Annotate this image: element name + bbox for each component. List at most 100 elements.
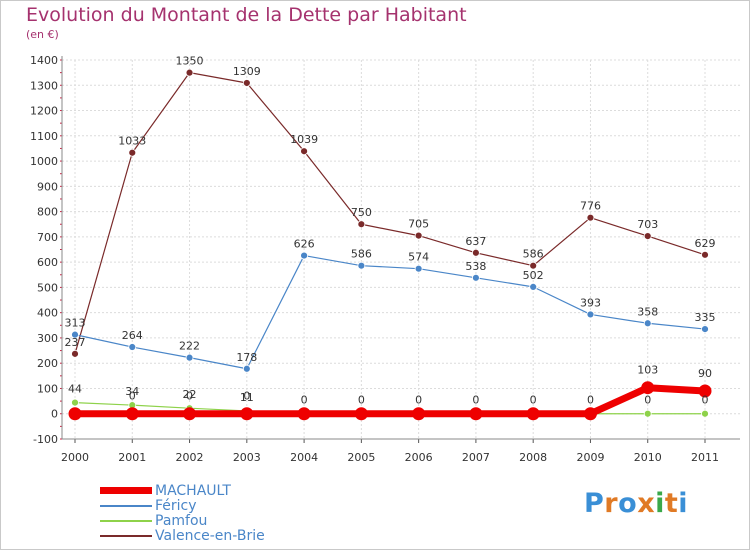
legend-swatch-valence-en-brie (100, 535, 152, 537)
data-label-valence-en-brie: 1350 (176, 55, 204, 68)
logo-letter: i (655, 488, 665, 519)
data-label-machault: 103 (637, 364, 658, 377)
data-label-valence-en-brie: 776 (580, 200, 601, 213)
data-point-machault (698, 384, 712, 398)
data-label-pamfou: 0 (415, 394, 422, 407)
chart-title: Evolution du Montant de la Dette par Hab… (26, 4, 467, 26)
chart-subtitle: (en €) (26, 28, 59, 41)
data-label-pamfou: 0 (358, 394, 365, 407)
x-tick-label: 2000 (61, 451, 89, 464)
data-point-machault (641, 381, 655, 395)
data-label-fericy: 626 (294, 238, 315, 251)
data-point-fericy (71, 330, 79, 339)
y-tick-label: 1300 (30, 79, 58, 92)
data-point-valence-en-brie (643, 232, 652, 241)
legend-item-machault: MACHAULT (100, 483, 320, 499)
data-label-fericy: 222 (179, 340, 200, 353)
data-point-pamfou (71, 398, 79, 407)
data-point-fericy (185, 353, 194, 362)
data-point-valence-en-brie (185, 68, 194, 77)
data-label-pamfou: 22 (183, 388, 197, 401)
data-label-pamfou: 34 (125, 385, 139, 398)
data-point-machault (354, 407, 368, 421)
data-label-fericy: 313 (65, 317, 86, 330)
data-point-fericy (242, 364, 251, 373)
data-label-fericy: 335 (695, 311, 716, 324)
y-tick-label: 200 (37, 357, 58, 370)
data-label-fericy: 358 (637, 305, 658, 318)
data-point-valence-en-brie (300, 147, 308, 156)
data-point-fericy (529, 282, 538, 291)
data-label-pamfou: 0 (587, 394, 594, 407)
data-point-valence-en-brie (242, 79, 251, 87)
data-point-valence-en-brie (472, 248, 480, 257)
legend-swatch-pamfou (100, 520, 152, 522)
y-tick-label: -100 (33, 433, 58, 446)
x-tick-label: 2002 (176, 451, 204, 464)
data-label-pamfou: 0 (472, 394, 479, 407)
logo-letter: o (618, 488, 638, 519)
data-label-valence-en-brie: 629 (695, 237, 716, 250)
logo-letter: x (637, 488, 656, 519)
x-tick-label: 2004 (290, 451, 318, 464)
series-line-machault (71, 384, 709, 418)
data-label-pamfou: 0 (644, 394, 651, 407)
x-tick-label: 2011 (691, 451, 719, 464)
data-point-machault (469, 407, 483, 421)
data-label-machault: 0 (129, 390, 136, 403)
y-tick-label: 600 (37, 256, 58, 269)
data-label-pamfou: 0 (301, 394, 308, 407)
data-label-fericy: 538 (465, 260, 486, 273)
proxiti-logo: Proxiti (584, 488, 688, 519)
y-tick-label: 500 (37, 281, 58, 294)
y-tick-label: 800 (37, 206, 58, 219)
logo-letter: P (584, 488, 605, 519)
data-point-fericy (300, 251, 308, 260)
data-label-valence-en-brie: 1033 (118, 135, 146, 148)
data-point-machault (526, 407, 540, 421)
data-point-fericy (128, 343, 137, 351)
data-label-fericy: 178 (236, 351, 257, 364)
data-point-fericy (586, 310, 595, 319)
legend-label-machault: MACHAULT (155, 483, 231, 499)
legend-item-pamfou: Pamfou (100, 513, 320, 529)
data-point-valence-en-brie (128, 148, 137, 157)
data-point-machault (297, 407, 311, 421)
data-point-valence-en-brie (357, 220, 366, 229)
data-point-machault (183, 407, 197, 421)
data-point-fericy (414, 264, 423, 273)
y-tick-label: 300 (37, 332, 58, 345)
data-label-valence-en-brie: 705 (408, 218, 429, 231)
data-label-valence-en-brie: 750 (351, 206, 372, 219)
data-label-valence-en-brie: 1039 (290, 133, 318, 146)
y-tick-label: 0 (51, 408, 58, 421)
data-point-pamfou (701, 409, 709, 418)
data-point-fericy (643, 319, 652, 328)
data-point-fericy (701, 325, 709, 333)
y-tick-label: 700 (37, 231, 58, 244)
y-tick-label: 1100 (30, 130, 58, 143)
data-label-valence-en-brie: 586 (523, 248, 544, 261)
data-label-machault: 90 (698, 367, 712, 380)
y-tick-label: 100 (37, 382, 58, 395)
x-tick-label: 2006 (405, 451, 433, 464)
logo-letter: r (604, 488, 619, 519)
data-label-valence-en-brie: 1309 (233, 65, 261, 78)
y-tick-label: 1200 (30, 105, 58, 118)
data-point-valence-en-brie (414, 231, 423, 240)
data-label-valence-en-brie: 703 (637, 218, 658, 231)
series-line-valence-en-brie (74, 72, 706, 355)
data-point-valence-en-brie (71, 349, 79, 358)
y-tick-label: 1000 (30, 155, 58, 168)
logo-letter: i (678, 488, 689, 519)
x-tick-label: 2005 (347, 451, 375, 464)
data-label-fericy: 586 (351, 248, 372, 261)
data-label-fericy: 574 (408, 251, 429, 264)
legend: MACHAULT Féricy Pamfou Valence-en-Brie (100, 483, 320, 544)
data-label-machault: 0 (186, 390, 193, 403)
data-point-fericy (472, 273, 480, 282)
data-point-valence-en-brie (529, 261, 538, 270)
x-tick-label: 2003 (233, 451, 261, 464)
